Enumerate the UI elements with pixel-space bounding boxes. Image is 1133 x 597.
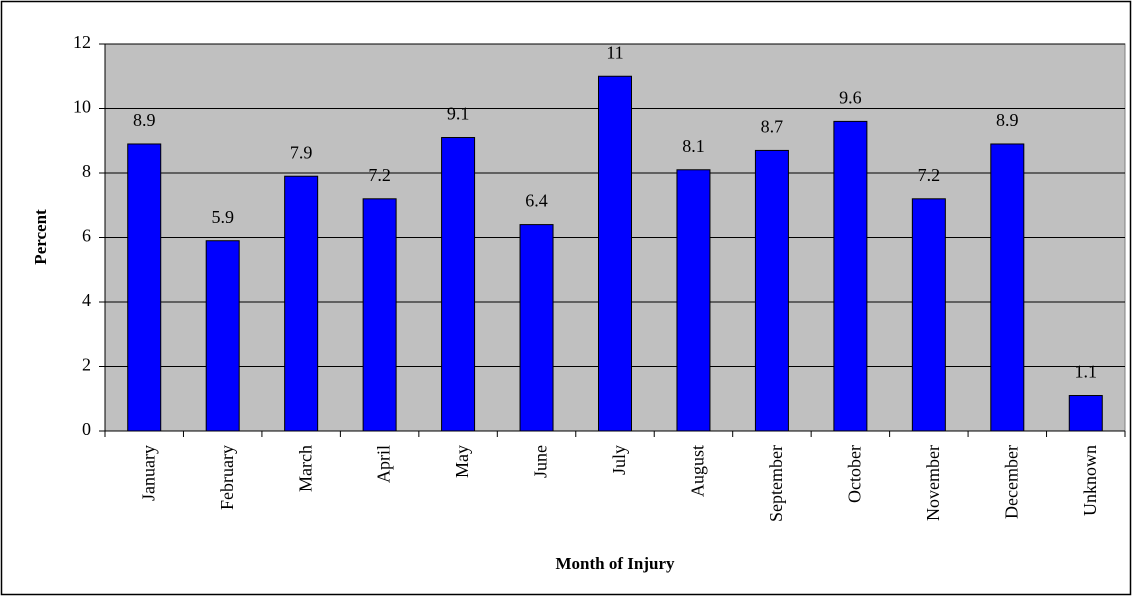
y-tick-label: 6 [82, 226, 91, 246]
y-tick-label: 4 [82, 290, 91, 310]
value-label: 8.9 [996, 110, 1019, 130]
bar [362, 198, 397, 432]
y-tick-label: 10 [73, 97, 91, 117]
bar [754, 149, 789, 432]
x-tick-label: October [845, 445, 865, 503]
bar [833, 120, 868, 432]
x-tick-label: December [1001, 445, 1021, 519]
value-label: 8.7 [761, 117, 784, 137]
bar [598, 75, 632, 432]
value-label: 7.2 [918, 165, 941, 185]
x-tick-label: June [531, 445, 551, 478]
x-tick-label: May [452, 445, 472, 478]
value-label: 11 [606, 42, 623, 62]
bar [1068, 395, 1103, 432]
y-axis-title: Percent [31, 209, 50, 265]
value-label: 9.6 [839, 88, 862, 108]
bar [911, 198, 946, 432]
x-tick-label: January [138, 445, 158, 501]
x-axis-title: Month of Injury [555, 554, 675, 573]
x-tick-label: Unknown [1080, 445, 1100, 516]
bar [990, 143, 1025, 432]
bar [519, 224, 554, 432]
x-tick-label: August [688, 445, 708, 497]
value-label: 8.1 [682, 136, 705, 156]
value-label: 8.9 [133, 110, 156, 130]
y-tick-label: 0 [82, 419, 91, 439]
value-label: 1.1 [1075, 362, 1098, 382]
x-tick-label: April [374, 445, 394, 483]
value-label: 5.9 [211, 207, 234, 227]
x-tick-label: March [295, 445, 315, 492]
x-tick-label: February [217, 445, 237, 510]
value-label: 6.4 [525, 191, 548, 211]
bar [127, 143, 162, 432]
x-tick-label: November [923, 445, 943, 521]
value-label: 9.1 [447, 104, 470, 124]
y-tick-label: 8 [82, 161, 91, 181]
bar [284, 175, 319, 432]
value-label: 7.2 [368, 165, 391, 185]
y-tick-label: 2 [82, 355, 91, 375]
x-tick-label: July [609, 445, 629, 475]
y-tick-label: 12 [73, 32, 91, 52]
bar [205, 240, 240, 432]
value-label: 7.9 [290, 142, 313, 162]
bar [676, 169, 711, 432]
x-tick-label: September [766, 445, 786, 522]
bar [441, 137, 476, 432]
